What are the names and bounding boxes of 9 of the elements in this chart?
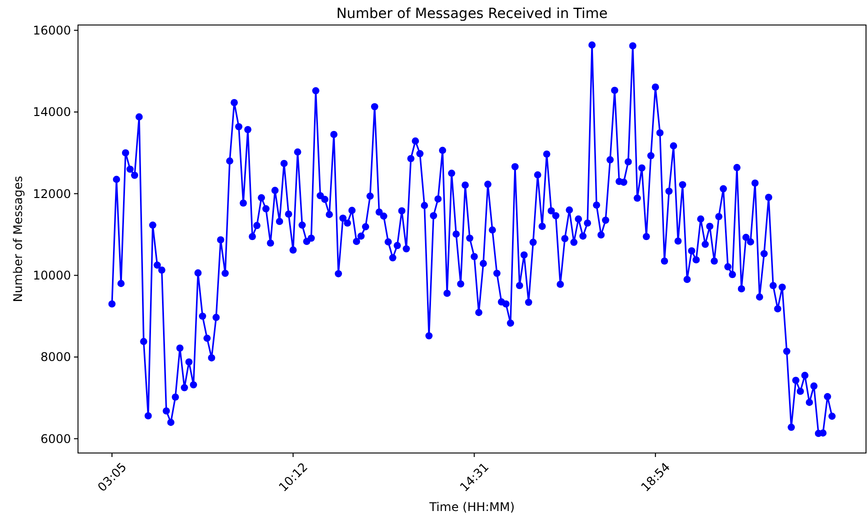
y-tick-label: 14000 <box>32 105 71 120</box>
y-axis-title: Number of Messages <box>11 176 25 302</box>
chart-title: Number of Messages Received in Time <box>336 6 608 22</box>
y-tick-label: 10000 <box>32 268 71 283</box>
y-tick-label: 12000 <box>32 186 71 201</box>
y-tick-label: 6000 <box>40 432 71 446</box>
y-tick-label: 8000 <box>40 350 71 364</box>
y-tick-label: 16000 <box>32 24 71 38</box>
x-axis-title: Time (HH:MM) <box>428 500 515 514</box>
